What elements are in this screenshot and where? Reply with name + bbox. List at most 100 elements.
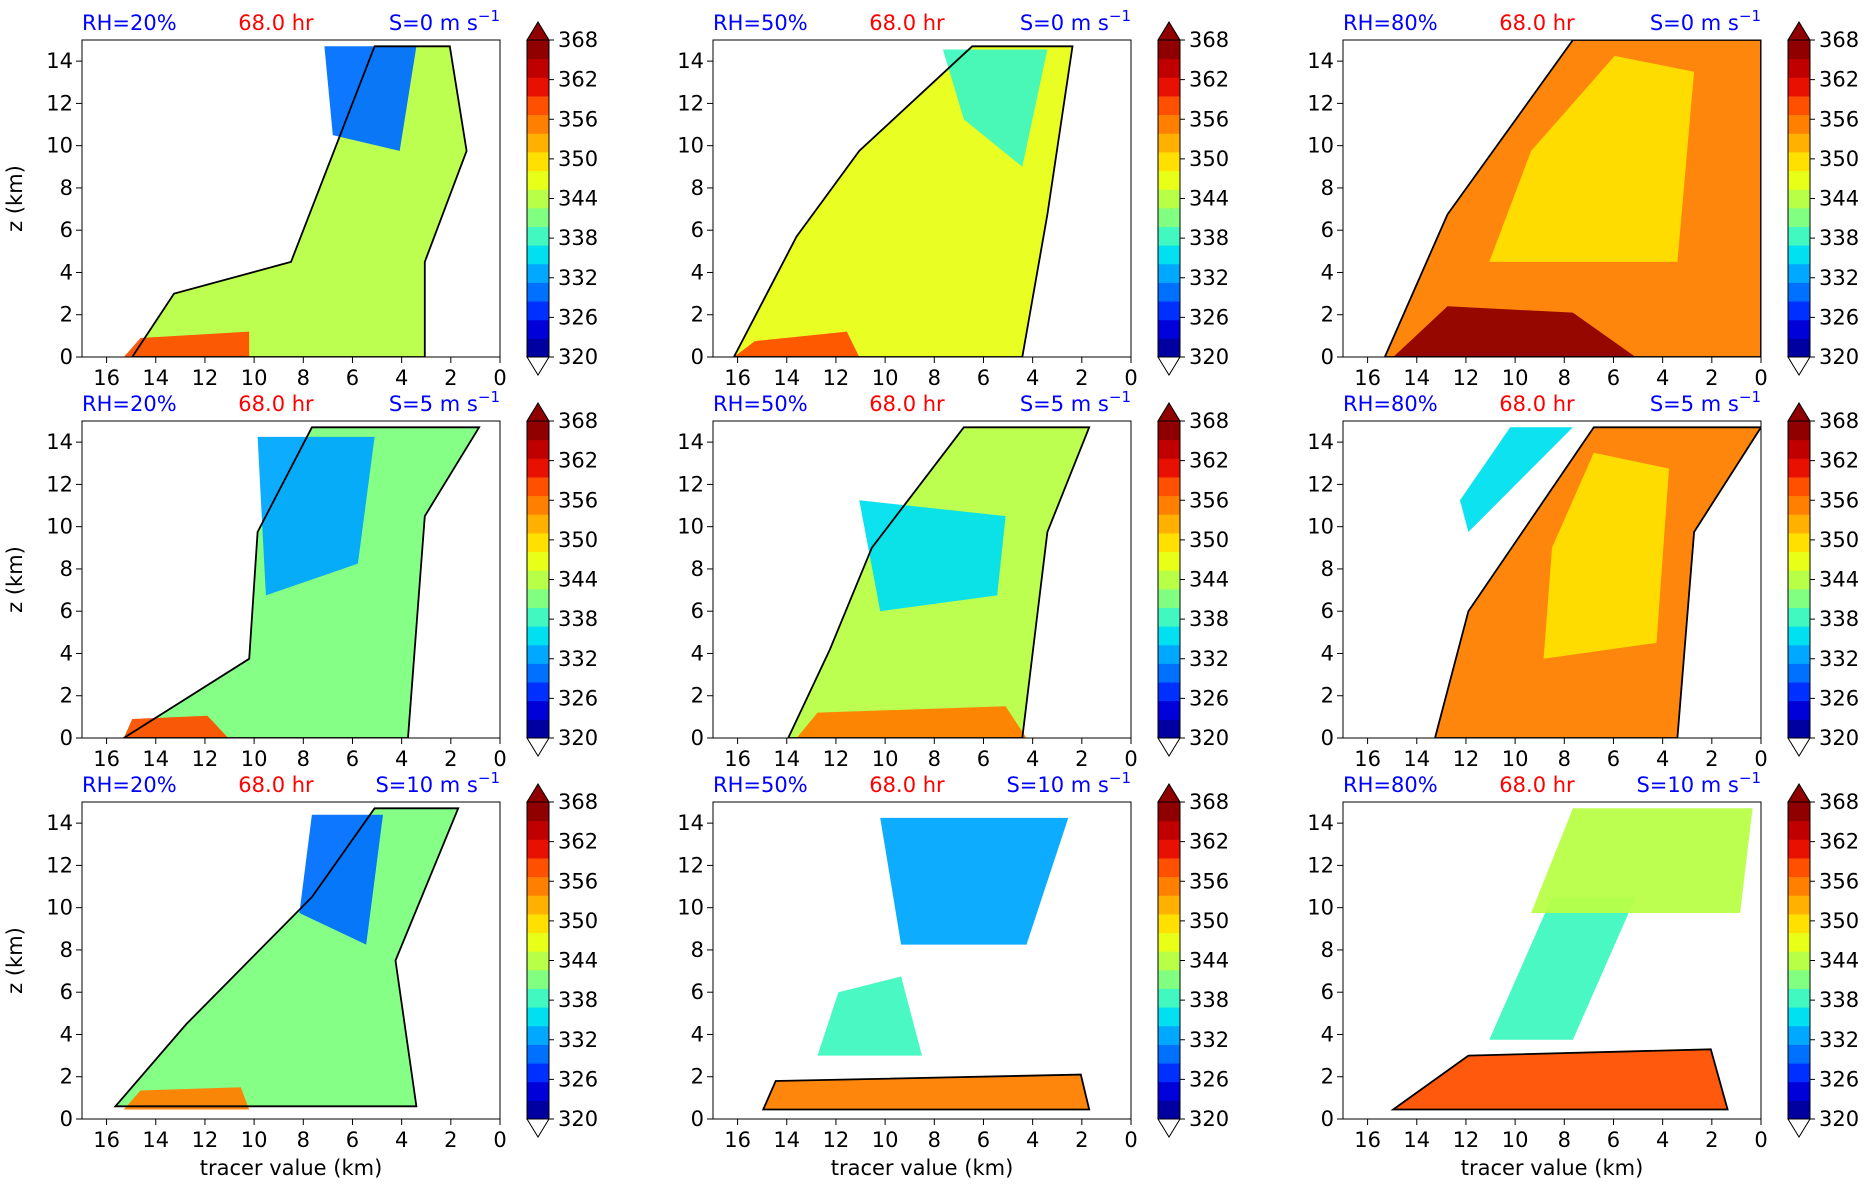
colorbar-segment	[1788, 77, 1810, 97]
x-tick-label: 14	[142, 366, 169, 390]
colorbar-extend-min	[526, 737, 550, 757]
colorbar-tick-label: 362	[1819, 830, 1859, 854]
colorbar-segment	[1158, 1044, 1180, 1064]
colorbar-segment	[1158, 1025, 1180, 1045]
colorbar-segment	[1788, 151, 1810, 172]
colorbar-segment	[1158, 895, 1180, 915]
colorbar-segment	[1788, 514, 1810, 534]
field-region-3	[1531, 808, 1753, 913]
colorbar-extend-min	[1157, 356, 1181, 376]
x-tick-label: 2	[444, 1128, 457, 1152]
colorbar-segment	[1788, 988, 1810, 1008]
colorbar-tick-label: 350	[1819, 909, 1859, 933]
y-tick-label: 10	[677, 515, 704, 539]
colorbar-tick-label: 356	[1189, 869, 1229, 893]
colorbar-tick-label: 326	[1189, 1067, 1229, 1091]
colorbar-tick-label: 344	[1189, 949, 1229, 973]
x-tick-label: 14	[142, 747, 169, 771]
y-tick-label: 8	[1321, 557, 1334, 581]
colorbar-extend-max	[1787, 783, 1811, 803]
colorbar-segment	[527, 189, 549, 209]
colorbar-segment	[527, 876, 549, 896]
colorbar-segment	[527, 551, 549, 571]
y-tick-label: 8	[60, 176, 73, 200]
x-tick-label: 10	[872, 366, 899, 390]
x-tick-label: 14	[1403, 1128, 1430, 1152]
colorbar-tick-label: 356	[558, 869, 598, 893]
x-tick-label: 6	[346, 1128, 359, 1152]
time-label: 68.0 hr	[1499, 11, 1575, 35]
axes-frame	[1342, 801, 1762, 1120]
colorbar-segment	[527, 682, 549, 702]
tracer-field	[122, 426, 481, 738]
colorbar-segment	[1788, 95, 1810, 116]
rh-label: RH=50%	[713, 773, 808, 797]
y-tick-label: 14	[677, 430, 704, 454]
x-tick-label: 14	[1403, 747, 1430, 771]
colorbar-tick-label: 326	[558, 305, 598, 329]
colorbar-segment	[1158, 913, 1180, 934]
colorbar-segment	[1788, 1007, 1810, 1027]
contour-line	[1390, 1048, 1729, 1111]
y-tick-label: 6	[1321, 980, 1334, 1004]
colorbar-segment	[1158, 607, 1180, 627]
colorbar-tick-label: 320	[1189, 345, 1229, 369]
colorbar-segment	[1158, 532, 1180, 553]
time-label: 68.0 hr	[1499, 392, 1575, 416]
colorbar-segment	[1788, 820, 1810, 840]
x-tick-label: 12	[1453, 1128, 1480, 1152]
y-tick-label: 0	[1321, 726, 1334, 750]
colorbar-segment	[527, 338, 549, 358]
colorbar-tick-label: 368	[1189, 28, 1229, 52]
tracer-field	[761, 817, 1091, 1111]
y-tick-label: 6	[691, 599, 704, 623]
time-label: 68.0 hr	[238, 773, 314, 797]
colorbar-tick-label: 344	[1189, 187, 1229, 211]
tracer-field	[1434, 426, 1761, 738]
colorbar-segment	[527, 514, 549, 534]
field-region-2	[817, 976, 922, 1056]
colorbar-tick-label: 356	[558, 488, 598, 512]
x-tick-label: 8	[1558, 747, 1571, 771]
y-axis-label: z (km)	[3, 546, 27, 613]
colorbar-segment	[527, 77, 549, 97]
colorbar-tick-label: 362	[1819, 449, 1859, 473]
y-tick-label: 12	[1307, 472, 1334, 496]
x-tick-label: 6	[977, 1128, 990, 1152]
shear-label: S=0 m s−1	[1020, 7, 1131, 35]
y-tick-label: 4	[60, 260, 73, 284]
colorbar-segment	[1788, 895, 1810, 915]
colorbar-segment	[1158, 189, 1180, 209]
colorbar-extend-min	[526, 356, 550, 376]
colorbar-segment	[1788, 932, 1810, 952]
field-region-3	[733, 331, 860, 357]
colorbar-tick-label: 368	[1819, 409, 1859, 433]
x-tick-label: 12	[192, 747, 219, 771]
colorbar-segment	[527, 1044, 549, 1064]
colorbar-tick-label: 320	[1189, 726, 1229, 750]
colorbar-segment	[1158, 282, 1180, 302]
tracer-field	[787, 426, 1091, 738]
colorbar-segment	[1158, 170, 1180, 190]
colorbar-segment	[1788, 644, 1810, 664]
colorbar-segment	[1158, 95, 1180, 116]
y-axis-label: z (km)	[3, 927, 27, 994]
colorbar-segment	[1158, 514, 1180, 534]
colorbar-segment	[1788, 607, 1810, 627]
colorbar-segment	[1788, 1063, 1810, 1083]
shear-label: S=0 m s−1	[1650, 7, 1761, 35]
colorbar-segment	[1158, 588, 1180, 608]
colorbar-segment	[1158, 820, 1180, 840]
colorbar-segment	[527, 1007, 549, 1027]
y-tick-label: 0	[691, 726, 704, 750]
colorbar-segment	[527, 700, 549, 720]
y-tick-label: 12	[46, 91, 73, 115]
colorbar-segment	[527, 607, 549, 627]
x-tick-label: 6	[1607, 747, 1620, 771]
rh-label: RH=80%	[1343, 392, 1438, 416]
x-tick-label: 14	[773, 1128, 800, 1152]
shear-label: S=5 m s−1	[1650, 388, 1761, 416]
colorbar-segment	[527, 1063, 549, 1083]
colorbar-segment	[527, 282, 549, 302]
colorbar-segment	[1158, 700, 1180, 720]
